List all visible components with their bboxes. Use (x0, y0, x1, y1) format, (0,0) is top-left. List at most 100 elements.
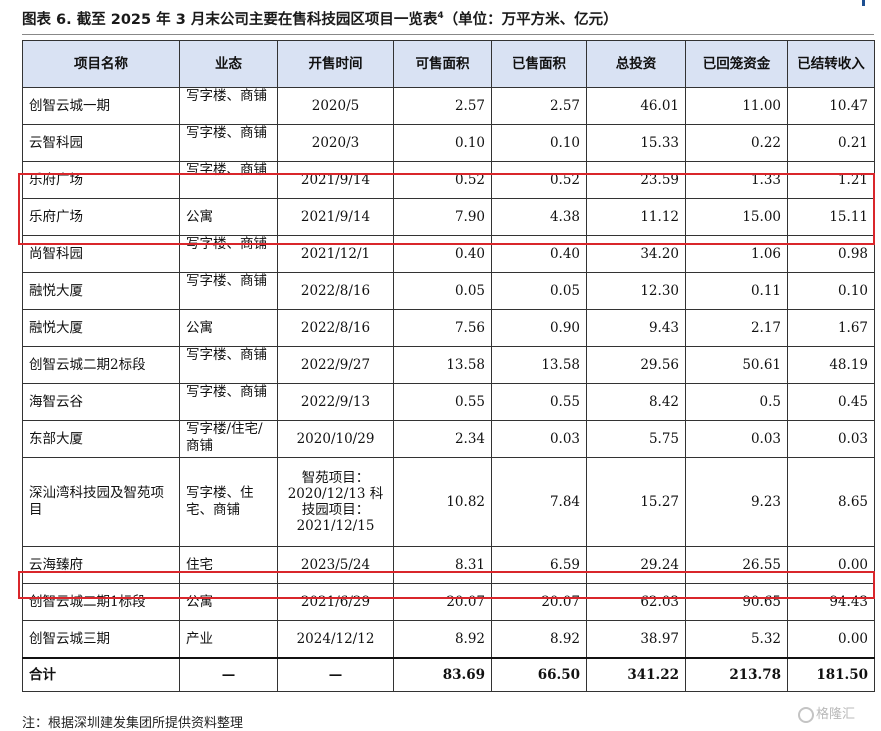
business-type-cell: 产业 (179, 620, 278, 659)
table-row: 尚智科园 写字楼、商铺 2021/12/1 0.40 0.40 34.20 1.… (22, 235, 875, 273)
business-type-cell: 写字楼、住宅、商铺 (179, 457, 278, 547)
project-name-cell: 云智科园 (22, 124, 180, 162)
sold-area-cell: 20.07 (491, 583, 587, 621)
recognized-revenue-cell: 0.00 (787, 620, 875, 659)
recognized-revenue-cell: 0.10 (787, 272, 875, 310)
header-cell: 已结转收入 (787, 40, 875, 88)
source-note: 注：根据深圳建发集团所提供资料整理 (22, 716, 244, 731)
launch-date-cell: 2022/8/16 (277, 309, 394, 347)
project-name-cell: 融悦大厦 (22, 272, 180, 310)
sellable-area-cell: 2.57 (393, 87, 492, 125)
total-investment-cell: 46.01 (586, 87, 686, 125)
recovered-funds-cell: 9.23 (685, 457, 788, 547)
sold-area-cell: 0.55 (491, 383, 587, 421)
business-type-cell: 写字楼、商铺 (179, 124, 278, 162)
watermark: 格隆汇 (798, 703, 855, 723)
caption-text: 图表 6. 截至 2025 年 3 月末公司主要在售科技园区项目一览表 (22, 12, 438, 28)
recovered-funds-cell: 0.11 (685, 272, 788, 310)
recognized-revenue-cell: 1.67 (787, 309, 875, 347)
recovered-funds-cell: 0.5 (685, 383, 788, 421)
total-investment-cell: 23.59 (586, 161, 686, 199)
sold-area-cell: 0.10 (491, 124, 587, 162)
sellable-area-cell: 8.31 (393, 546, 492, 584)
table-row: 深汕湾科技园及智苑项目 写字楼、住宅、商铺 智苑项目：2020/12/13 科技… (22, 457, 875, 547)
business-type-cell: 写字楼、商铺 (179, 87, 278, 125)
launch-date-cell: 2022/9/27 (277, 346, 394, 384)
table-caption: 图表 6. 截至 2025 年 3 月末公司主要在售科技园区项目一览表4（单位：… (22, 8, 618, 29)
business-type-cell: 写字楼、商铺 (179, 346, 278, 384)
recovered-funds-cell: 2.17 (685, 309, 788, 347)
header-cell: 业态 (179, 40, 278, 88)
sold-area-cell: 7.84 (491, 457, 587, 547)
launch-date-cell: 2021/12/1 (277, 235, 394, 273)
recovered-funds-cell: 15.00 (685, 198, 788, 236)
table-row: 云海臻府 住宅 2023/5/24 8.31 6.59 29.24 26.55 … (22, 546, 875, 584)
recovered-funds-cell: 5.32 (685, 620, 788, 659)
recognized-revenue-cell: 0.00 (787, 546, 875, 584)
total-date-cell: — (277, 657, 394, 692)
recognized-revenue-cell: 8.65 (787, 457, 875, 547)
sold-area-cell: 0.05 (491, 272, 587, 310)
recognized-revenue-cell: 94.43 (787, 583, 875, 621)
total-investment-cell: 8.42 (586, 383, 686, 421)
sellable-area-cell: 2.34 (393, 420, 492, 458)
recovered-funds-cell: 11.00 (685, 87, 788, 125)
total-sellable-cell: 83.69 (393, 657, 492, 692)
business-type-cell: 写字楼、商铺 (179, 235, 278, 273)
launch-date-cell: 2020/5 (277, 87, 394, 125)
project-name-cell: 融悦大厦 (22, 309, 180, 347)
sold-area-cell: 0.03 (491, 420, 587, 458)
header-cell: 开售时间 (277, 40, 394, 88)
recovered-funds-cell: 1.06 (685, 235, 788, 273)
launch-date-cell: 智苑项目：2020/12/13 科技园项目：2021/12/15 (277, 457, 394, 547)
launch-date-cell: 2023/5/24 (277, 546, 394, 584)
project-name-cell: 创智云城三期 (22, 620, 180, 659)
header-cell: 已回笼资金 (685, 40, 788, 88)
watermark-text: 格隆汇 (816, 707, 856, 722)
sellable-area-cell: 0.55 (393, 383, 492, 421)
total-recovered-cell: 213.78 (685, 657, 788, 692)
sold-area-cell: 2.57 (491, 87, 587, 125)
total-investment-cell: 9.43 (586, 309, 686, 347)
table-row: 创智云城二期2标段 写字楼、商铺 2022/9/27 13.58 13.58 2… (22, 346, 875, 384)
total-investment-cell: 15.27 (586, 457, 686, 547)
total-investment-cell: 29.24 (586, 546, 686, 584)
recognized-revenue-cell: 0.45 (787, 383, 875, 421)
project-name-cell: 深汕湾科技园及智苑项目 (22, 457, 180, 547)
header-cell: 已售面积 (491, 40, 587, 88)
project-name-cell: 创智云城一期 (22, 87, 180, 125)
launch-date-cell: 2022/8/16 (277, 272, 394, 310)
table-row: 云智科园 写字楼、商铺 2020/3 0.10 0.10 15.33 0.22 … (22, 124, 875, 162)
launch-date-cell: 2021/9/14 (277, 161, 394, 199)
total-investment-cell: 38.97 (586, 620, 686, 659)
sellable-area-cell: 13.58 (393, 346, 492, 384)
recognized-revenue-cell: 48.19 (787, 346, 875, 384)
header-cell: 可售面积 (393, 40, 492, 88)
table-row: 乐府广场 公寓 2021/9/14 7.90 4.38 11.12 15.00 … (22, 198, 875, 236)
total-investment-cell: 34.20 (586, 235, 686, 273)
project-name-cell: 创智云城二期2标段 (22, 346, 180, 384)
recognized-revenue-cell: 1.21 (787, 161, 875, 199)
business-type-cell: 写字楼/住宅/商铺 (179, 420, 278, 458)
recognized-revenue-cell: 0.98 (787, 235, 875, 273)
recognized-revenue-cell: 0.03 (787, 420, 875, 458)
total-row: 合计 — — 83.69 66.50 341.22 213.78 181.50 (22, 657, 875, 692)
sellable-area-cell: 0.05 (393, 272, 492, 310)
business-type-cell: 住宅 (179, 546, 278, 584)
project-name-cell: 乐府广场 (22, 198, 180, 236)
total-label-cell: 合计 (22, 657, 180, 692)
business-type-cell: 公寓 (179, 583, 278, 621)
table-row: 乐府广场 写字楼、商铺 2021/9/14 0.52 0.52 23.59 1.… (22, 161, 875, 199)
sellable-area-cell: 7.56 (393, 309, 492, 347)
table-row: 创智云城一期 写字楼、商铺 2020/5 2.57 2.57 46.01 11.… (22, 87, 875, 125)
total-revenue-cell: 181.50 (787, 657, 875, 692)
total-investment-cell: 12.30 (586, 272, 686, 310)
total-biz-cell: — (179, 657, 278, 692)
header-cell: 总投资 (586, 40, 686, 88)
project-name-cell: 云海臻府 (22, 546, 180, 584)
recovered-funds-cell: 1.33 (685, 161, 788, 199)
launch-date-cell: 2020/3 (277, 124, 394, 162)
launch-date-cell: 2024/12/12 (277, 620, 394, 659)
business-type-cell: 写字楼、商铺 (179, 161, 278, 199)
sellable-area-cell: 10.82 (393, 457, 492, 547)
